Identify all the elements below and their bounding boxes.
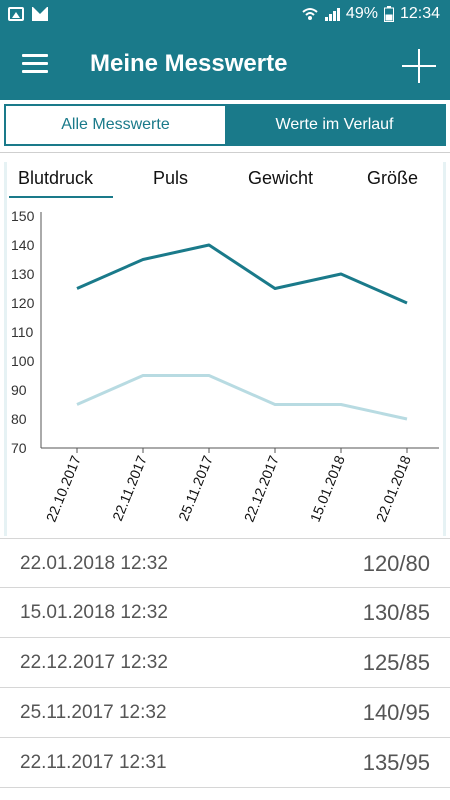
- tab-all-measurements[interactable]: Alle Messwerte: [6, 106, 225, 144]
- y-tick-label: 140: [11, 237, 35, 253]
- y-tick-label: 120: [11, 295, 35, 311]
- x-tick-label: 25.11.2017: [175, 453, 216, 523]
- measurement-list: 22.01.2018 12:32 120/80 15.01.2018 12:32…: [0, 538, 450, 788]
- y-tick-label: 80: [11, 411, 27, 427]
- entry-date: 15.01.2018 12:32: [20, 602, 168, 623]
- entry-value: 125/85: [362, 650, 430, 675]
- y-tick-label: 110: [11, 324, 34, 340]
- blood-pressure-chart: 150 140 130 120 110 100 90 80 70 22.10.2017 22.11.…: [11, 208, 439, 524]
- list-item[interactable]: 22.12.2017 12:32 125/85: [0, 638, 450, 688]
- battery-level: 49%: [345, 5, 378, 22]
- divider: [0, 152, 450, 153]
- y-tick-label: 130: [11, 266, 35, 282]
- y-tick-label: 90: [11, 382, 27, 398]
- entry-value: 135/95: [362, 750, 430, 775]
- y-tick-label: 70: [11, 440, 27, 456]
- selected-tab-indicator: [9, 196, 113, 198]
- add-measurement-icon[interactable]: [402, 49, 436, 83]
- series-line-2: [76, 374, 408, 421]
- chart-card: Blutdruck Puls Gewicht Größe 150 140 130 12…: [4, 162, 446, 536]
- hamburger-menu-icon[interactable]: [22, 54, 48, 74]
- y-tick-label: 100: [11, 353, 35, 369]
- status-bar: 49% 12:34: [0, 0, 450, 32]
- series-line-1: [76, 243, 408, 305]
- page-title: Meine Messwerte: [90, 50, 288, 77]
- list-item[interactable]: 15.01.2018 12:32 130/85: [0, 588, 450, 638]
- tab-gewicht[interactable]: Gewicht: [248, 168, 314, 188]
- list-item[interactable]: 22.11.2017 12:31 135/95: [0, 738, 450, 788]
- list-item[interactable]: 22.01.2018 12:32 120/80: [0, 538, 450, 588]
- x-tick-label: 15.01.2018: [307, 453, 348, 524]
- x-tick-label: 22.10.2017: [43, 453, 84, 524]
- list-item[interactable]: 25.11.2017 12:32 140/95: [0, 688, 450, 738]
- entry-date: 25.11.2017 12:32: [20, 702, 167, 723]
- tab-groesse[interactable]: Größe: [367, 168, 419, 188]
- tab-values-over-time[interactable]: Werte im Verlauf: [225, 106, 444, 144]
- entry-value: 120/80: [362, 551, 430, 576]
- wifi-icon: [302, 8, 318, 20]
- entry-value: 140/95: [362, 700, 430, 725]
- app-bar: Meine Messwerte: [0, 32, 450, 100]
- image-icon: [8, 7, 24, 21]
- view-segmented-control: Alle Messwerte Werte im Verlauf: [4, 104, 446, 146]
- x-tick-label: 22.01.2018: [373, 453, 414, 524]
- tab-puls[interactable]: Puls: [153, 168, 189, 188]
- entry-value: 130/85: [362, 600, 430, 625]
- y-tick-label: 150: [11, 208, 35, 224]
- clock: 12:34: [399, 5, 440, 22]
- mail-icon: [32, 7, 48, 21]
- x-tick-label: 22.11.2017: [109, 453, 150, 523]
- signal-icon: [324, 8, 340, 21]
- entry-date: 22.11.2017 12:31: [20, 752, 167, 773]
- chart-tabs: Blutdruck Puls Gewicht Größe: [7, 162, 443, 200]
- battery-icon: [383, 6, 394, 22]
- entry-date: 22.01.2018 12:32: [20, 553, 168, 574]
- x-tick-label: 22.12.2017: [241, 453, 282, 524]
- entry-date: 22.12.2017 12:32: [20, 652, 168, 673]
- tab-blutdruck[interactable]: Blutdruck: [18, 168, 94, 188]
